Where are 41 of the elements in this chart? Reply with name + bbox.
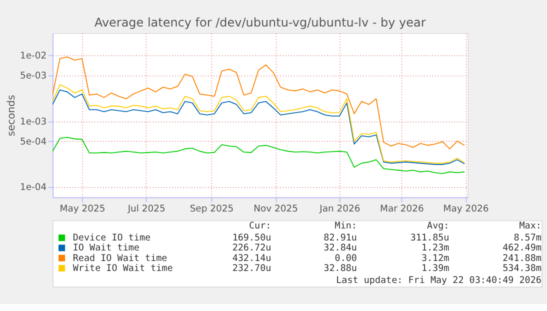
text: 311.85u xyxy=(410,232,450,244)
text: 0.00 xyxy=(334,252,357,264)
text: 169.50u xyxy=(232,232,272,244)
text: Avg: xyxy=(427,220,450,232)
x-tick-label: Mar 2026 xyxy=(380,203,424,214)
text: 82.91u xyxy=(324,232,357,244)
text: 1.39m xyxy=(421,262,450,274)
text: 1.23m xyxy=(421,242,450,254)
chart-title: Average latency for /dev/ubuntu-vg/ubuntu-lv - by year xyxy=(94,16,426,30)
text: 462.49m xyxy=(502,242,542,254)
y-tick-label: 5e-03 xyxy=(20,70,47,82)
text: Min: xyxy=(334,220,357,232)
text: 226.72u xyxy=(232,242,272,254)
line-series xyxy=(52,136,465,174)
x-tick-label: Jul 2025 xyxy=(126,203,166,214)
legend-label: Write IO Wait time xyxy=(72,262,173,274)
x-tick-label: Jan 2026 xyxy=(318,203,360,214)
x-tick-label: May 2026 xyxy=(443,203,489,214)
text: Cur: xyxy=(248,220,272,232)
text: 32.88u xyxy=(324,262,357,274)
text: 432.14u xyxy=(232,252,272,264)
text: 3.12m xyxy=(421,252,450,264)
text: 241.88m xyxy=(502,252,542,264)
y-axis-title: seconds xyxy=(6,94,18,136)
line-series xyxy=(52,56,465,150)
legend-label: Device IO time xyxy=(72,232,151,244)
text: 534.38m xyxy=(502,262,542,274)
legend-label: IO Wait time xyxy=(72,242,140,254)
x-tick-label: May 2025 xyxy=(60,203,106,214)
y-tick-label: 1e-04 xyxy=(20,182,47,194)
text: 8.57m xyxy=(514,232,542,244)
text: 32.84u xyxy=(324,242,357,254)
y-tick-label: 1e-03 xyxy=(20,116,47,128)
y-tick-label: 1e-02 xyxy=(20,50,47,62)
x-tick-label: Sep 2025 xyxy=(190,203,234,214)
legend-label: Read IO Wait time xyxy=(72,252,168,264)
y-tick-label: 5e-04 xyxy=(20,136,47,148)
text: 232.70u xyxy=(232,262,272,274)
text: Max: xyxy=(519,220,542,232)
text: Last update: Fri May 22 03:40:49 2026 xyxy=(336,274,542,286)
x-tick-label: Nov 2025 xyxy=(254,203,298,214)
